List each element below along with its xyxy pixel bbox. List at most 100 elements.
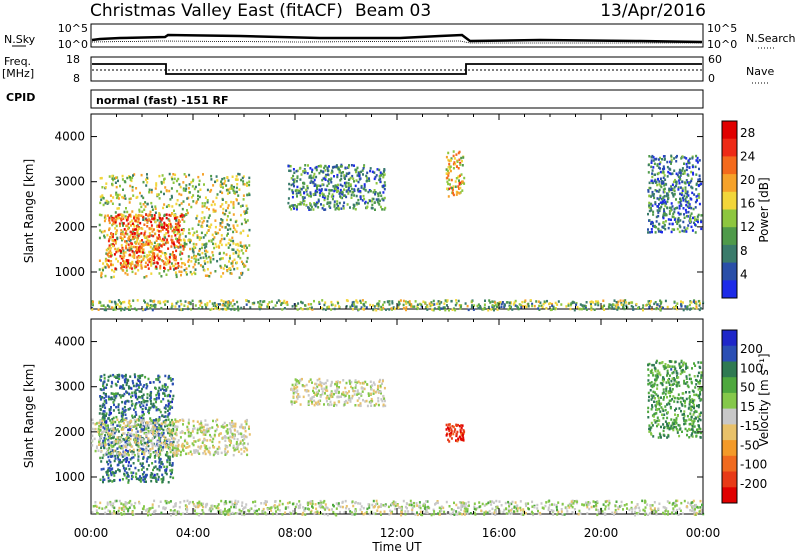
echo-cell [349,305,352,309]
echo-cell [363,304,366,308]
echo-cell [228,438,231,442]
echo-cell [173,268,175,271]
echo-cell [120,219,123,222]
echo-cell [107,259,110,262]
echo-cell [185,441,188,444]
echo-cell [464,302,467,305]
power-echo-layer [91,150,705,312]
echo-cell [158,438,161,441]
echo-cell [320,165,323,168]
echo-cell [355,168,358,172]
echo-cell [683,213,685,216]
echo-cell [223,237,226,241]
echo-cell [146,258,149,262]
echo-cell [537,307,540,310]
echo-cell [161,414,164,418]
echo-cell [174,425,177,428]
echo-cell [140,439,143,443]
echo-cell [326,173,329,176]
echo-cell [226,218,228,222]
echo-cell [157,256,160,260]
echo-cell [198,438,201,441]
echo-cell [314,193,317,196]
echo-cell [169,405,172,408]
echo-cell [204,303,207,306]
echo-cell [122,432,125,435]
echo-cell [187,231,190,235]
echo-cell [163,465,166,469]
echo-cell [698,159,701,162]
echo-cell [459,186,462,190]
echo-cell [239,440,242,443]
echo-cell [122,269,125,272]
echo-cell [379,308,382,311]
echo-cell [187,260,190,263]
echo-cell [113,449,116,452]
echo-cell [225,430,228,433]
echo-cell [173,209,175,212]
echo-cell [120,307,123,311]
echo-cell [148,218,150,221]
echo-cell [132,174,134,177]
echo-cell [124,197,127,200]
echo-cell [164,383,167,386]
echo-cell [310,180,313,183]
echo-cell [219,239,222,243]
echo-cell [136,248,139,252]
echo-cell [125,247,128,250]
echo-cell [108,459,111,462]
echo-cell [196,449,198,453]
echo-cell [398,301,400,304]
echo-cell [303,199,306,203]
echo-cell [115,405,118,409]
echo-cell [477,303,480,306]
echo-cell [224,425,227,428]
echo-cell [235,448,237,451]
echo-cell [144,375,147,379]
echo-cell [198,247,201,251]
echo-cell [110,429,113,432]
echo-cell [238,173,241,176]
echo-cell [107,265,110,268]
echo-cell [190,434,193,437]
echo-cell [179,220,181,223]
echo-cell [551,308,553,311]
echo-cell [103,430,106,433]
echo-cell [694,200,697,204]
echo-cell [136,384,139,387]
echo-cell [323,166,326,170]
echo-cell [195,217,198,220]
echo-cell [309,202,311,205]
echo-cell [102,381,105,384]
echo-cell [187,301,190,304]
echo-cell [244,264,247,268]
echo-cell [377,403,380,407]
echo-cell [111,434,114,437]
echo-cell [353,180,355,183]
echo-cell [167,241,169,244]
echo-cell [155,267,158,270]
echo-cell [118,411,121,414]
echo-cell [458,183,461,186]
echo-cell [130,456,133,460]
echo-cell [311,400,313,404]
echo-cell [178,230,181,233]
echo-cell [365,399,368,403]
echo-cell [174,305,177,308]
echo-cell [683,230,686,233]
echo-cell [648,201,651,205]
echo-cell [225,253,228,256]
echo-cell [370,199,373,203]
echo-cell [316,190,319,194]
echo-cell [461,181,464,184]
echo-cell [234,228,237,231]
echo-cell [382,306,385,310]
echo-cell [382,198,385,202]
echo-cell [150,264,153,267]
echo-cell [246,207,249,210]
echo-cell [129,437,132,441]
echo-cell [164,394,166,397]
echo-cell [152,252,155,255]
echo-cell [104,434,107,437]
